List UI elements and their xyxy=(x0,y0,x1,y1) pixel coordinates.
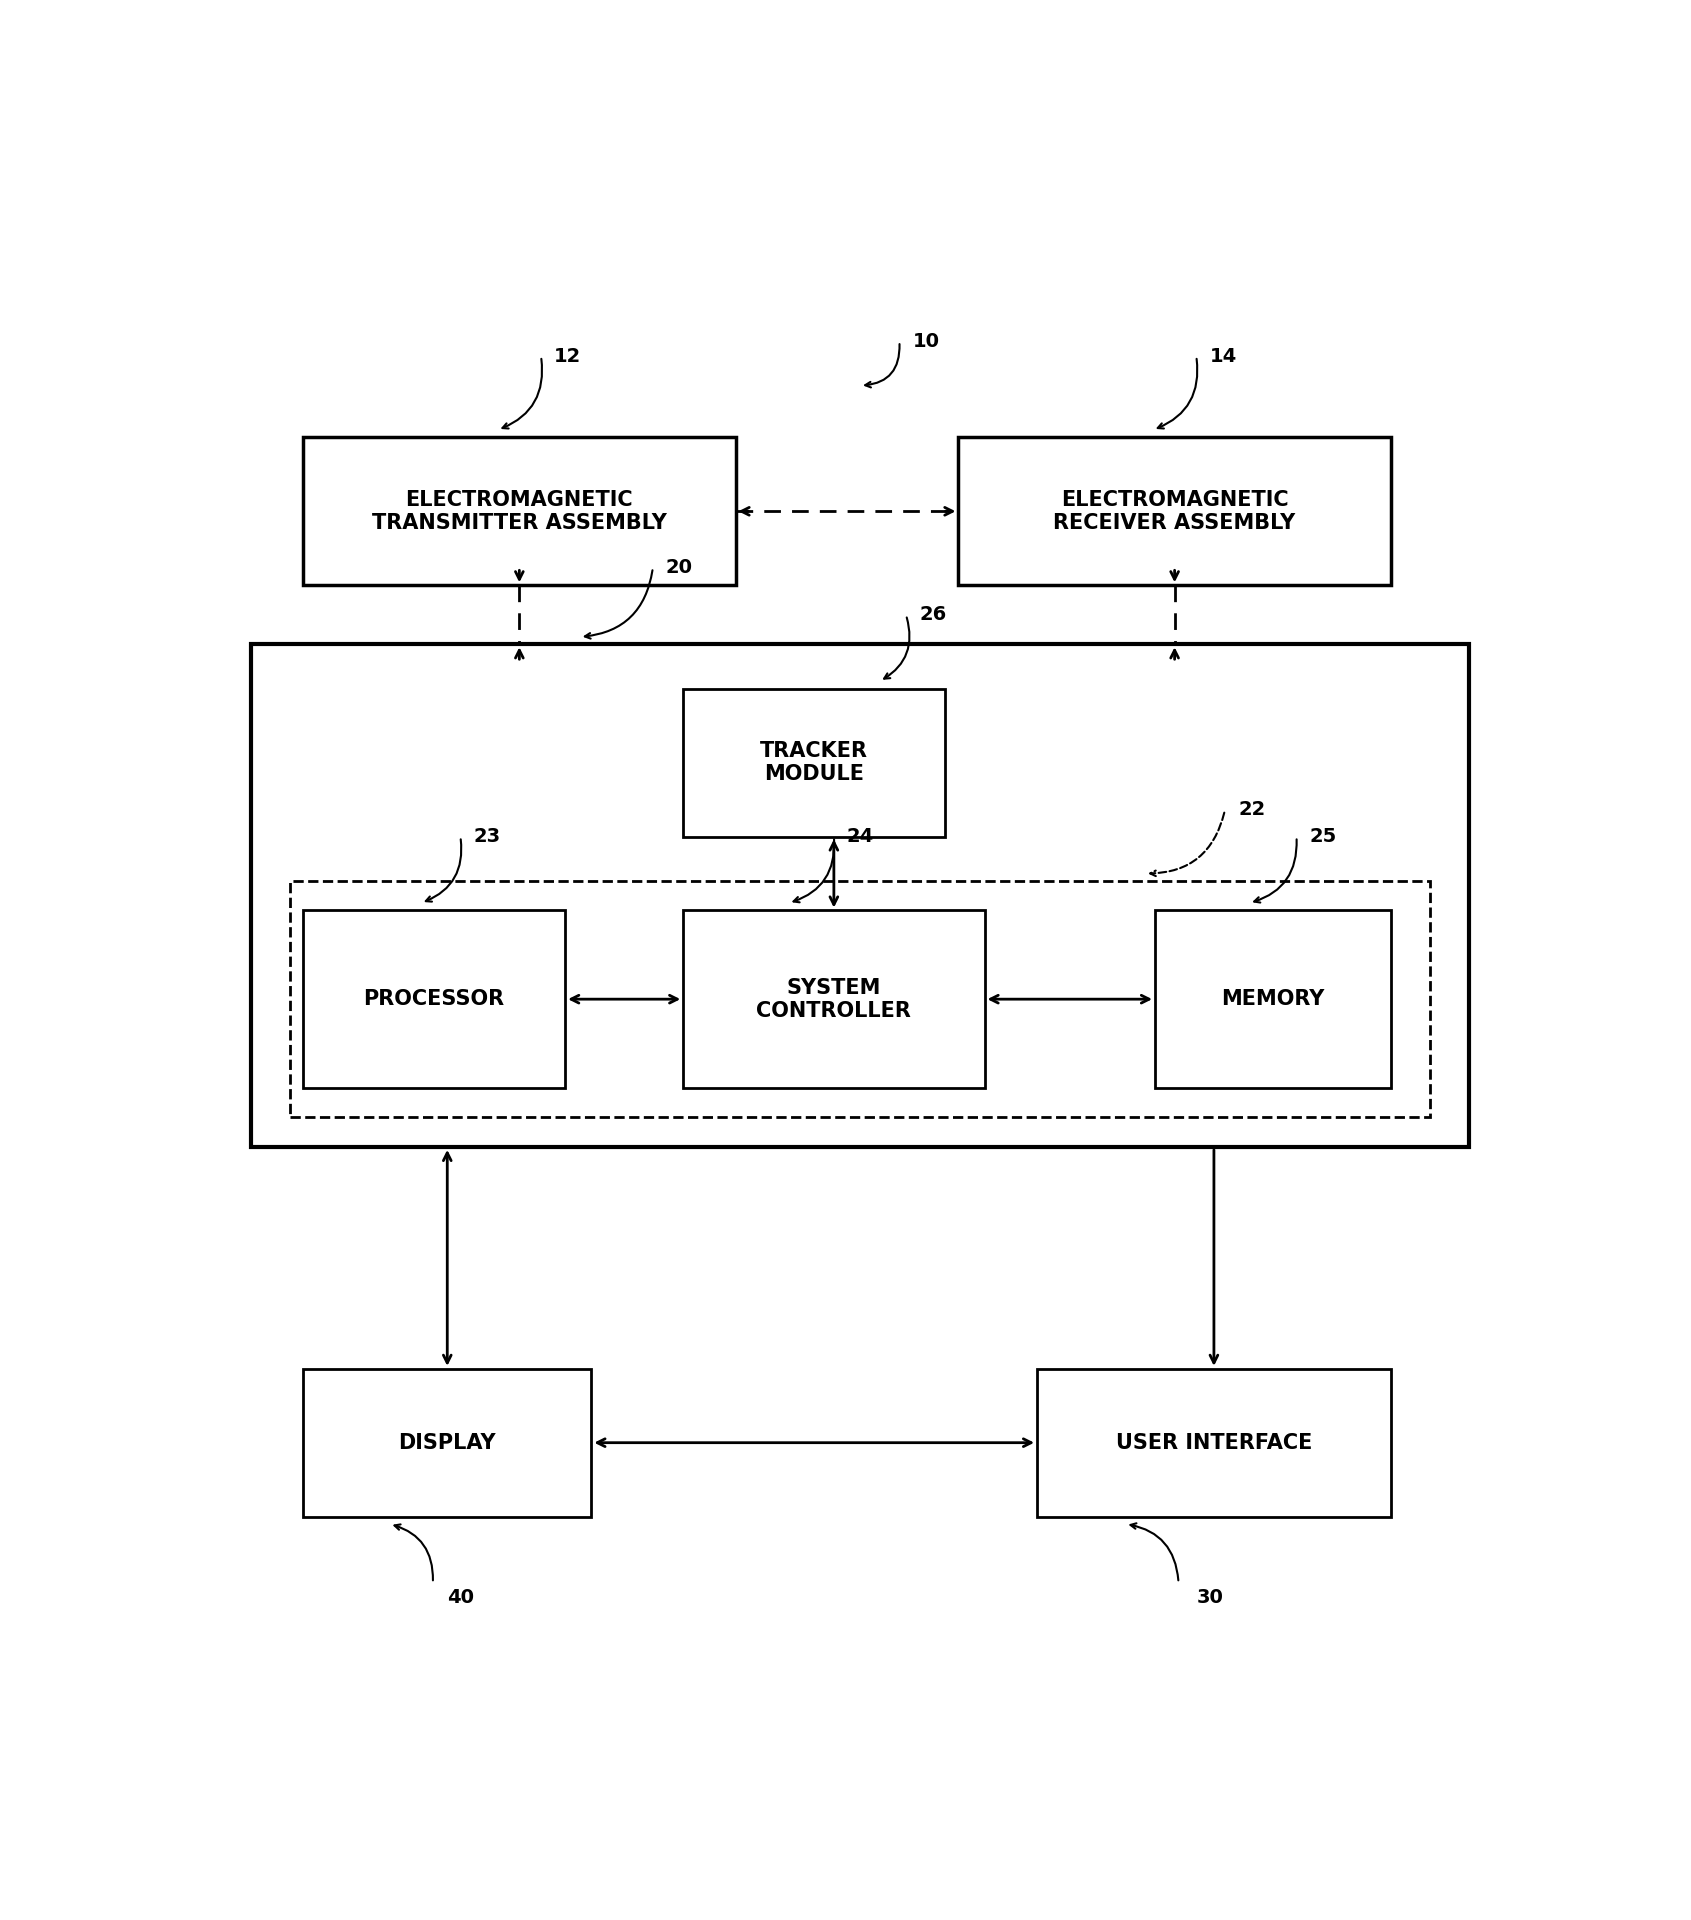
Bar xyxy=(291,881,1431,1117)
Bar xyxy=(683,689,945,837)
Text: 30: 30 xyxy=(1196,1588,1223,1607)
Bar xyxy=(1155,910,1390,1089)
Text: SYSTEM
CONTROLLER: SYSTEM CONTROLLER xyxy=(756,977,911,1021)
Bar xyxy=(303,438,736,586)
Text: 22: 22 xyxy=(1238,801,1265,820)
Text: 12: 12 xyxy=(555,348,582,365)
Text: 26: 26 xyxy=(920,605,947,624)
Text: USER INTERFACE: USER INTERFACE xyxy=(1116,1432,1312,1453)
Text: 40: 40 xyxy=(446,1588,473,1607)
Text: 10: 10 xyxy=(913,332,940,351)
Bar xyxy=(303,1369,592,1517)
Text: PROCESSOR: PROCESSOR xyxy=(364,989,504,1010)
Text: ELECTROMAGNETIC
RECEIVER ASSEMBLY: ELECTROMAGNETIC RECEIVER ASSEMBLY xyxy=(1053,490,1295,534)
Text: 20: 20 xyxy=(666,559,693,578)
Text: ELECTROMAGNETIC
TRANSMITTER ASSEMBLY: ELECTROMAGNETIC TRANSMITTER ASSEMBLY xyxy=(372,490,666,534)
Text: 14: 14 xyxy=(1209,348,1236,365)
Text: 24: 24 xyxy=(847,828,874,847)
Text: MEMORY: MEMORY xyxy=(1221,989,1324,1010)
Bar xyxy=(303,910,565,1089)
Bar xyxy=(250,645,1469,1146)
Text: 25: 25 xyxy=(1309,828,1338,847)
Text: 23: 23 xyxy=(473,828,501,847)
Bar xyxy=(1037,1369,1392,1517)
Text: TRACKER
MODULE: TRACKER MODULE xyxy=(761,741,867,783)
Bar xyxy=(683,910,984,1089)
Bar xyxy=(959,438,1390,586)
Text: DISPLAY: DISPLAY xyxy=(399,1432,495,1453)
